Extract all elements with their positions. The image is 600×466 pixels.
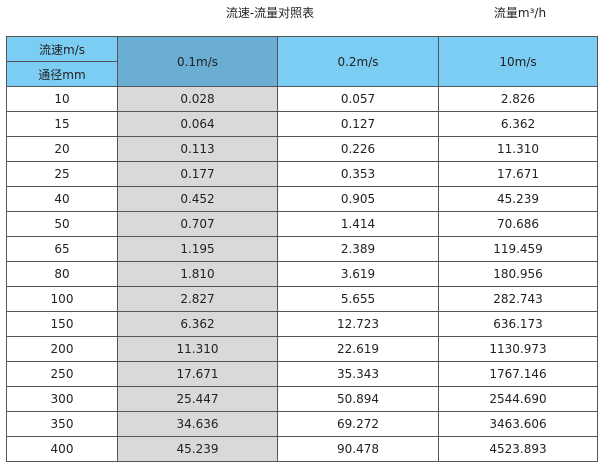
table-row: 300 25.447 50.894 2544.690 [6, 386, 598, 412]
flow-cell: 25.447 [117, 386, 278, 412]
diameter-cell: 15 [6, 111, 118, 137]
flow-cell: 35.343 [277, 361, 439, 387]
flow-cell: 1.414 [277, 211, 439, 237]
table-row: 65 1.195 2.389 119.459 [6, 236, 598, 262]
flow-cell: 0.028 [117, 86, 278, 112]
flow-cell: 90.478 [277, 436, 439, 462]
table-row: 200 11.310 22.619 1130.973 [6, 336, 598, 362]
table-title: 流速-流量对照表 [225, 6, 315, 20]
diameter-cell: 10 [6, 86, 118, 112]
flow-cell: 2.827 [117, 286, 278, 312]
header-row: 通径mm [6, 61, 598, 87]
flow-cell: 17.671 [117, 361, 278, 387]
diameter-cell: 100 [6, 286, 118, 312]
flow-cell: 0.353 [277, 161, 439, 187]
diameter-cell: 65 [6, 236, 118, 262]
flow-cell: 50.894 [277, 386, 439, 412]
table-row: 10 0.028 0.057 2.826 [6, 86, 598, 112]
table-row: 15 0.064 0.127 6.362 [6, 111, 598, 137]
flow-cell: 22.619 [277, 336, 439, 362]
table-row: 80 1.810 3.619 180.956 [6, 261, 598, 287]
flow-cell: 180.956 [438, 261, 598, 287]
header-row: 流速m/s 0.1m/s 0.2m/s 10m/s [6, 36, 598, 87]
flow-cell: 0.057 [277, 86, 439, 112]
unit-label: 流量m³/h [493, 6, 547, 20]
flow-cell: 0.113 [117, 136, 278, 162]
flow-table: 流速m/s 0.1m/s 0.2m/s 10m/s 通径mm 10 0.028 0.… [6, 36, 598, 462]
flow-cell: 636.173 [438, 311, 598, 337]
flow-cell: 0.127 [277, 111, 439, 137]
diameter-cell: 400 [6, 436, 118, 462]
flow-cell: 2.389 [277, 236, 439, 262]
column-header: 0.2m/s [277, 36, 439, 87]
table-row: 40 0.452 0.905 45.239 [6, 186, 598, 212]
flow-cell: 45.239 [117, 436, 278, 462]
flow-cell: 11.310 [117, 336, 278, 362]
diameter-cell: 40 [6, 186, 118, 212]
diameter-header: 通径mm [6, 61, 118, 87]
table-row: 50 0.707 1.414 70.686 [6, 211, 598, 237]
flow-cell: 70.686 [438, 211, 598, 237]
flow-cell: 17.671 [438, 161, 598, 187]
flow-cell: 1.195 [117, 236, 278, 262]
diameter-cell: 50 [6, 211, 118, 237]
flow-cell: 282.743 [438, 286, 598, 312]
flow-cell: 0.452 [117, 186, 278, 212]
flow-cell: 0.707 [117, 211, 278, 237]
flow-cell: 12.723 [277, 311, 439, 337]
flow-cell: 0.064 [117, 111, 278, 137]
flow-cell: 34.636 [117, 411, 278, 437]
flow-cell: 119.459 [438, 236, 598, 262]
flow-cell: 6.362 [117, 311, 278, 337]
table-row: 350 34.636 69.272 3463.606 [6, 411, 598, 437]
flow-cell: 0.905 [277, 186, 439, 212]
table-row: 150 6.362 12.723 636.173 [6, 311, 598, 337]
flow-cell: 69.272 [277, 411, 439, 437]
diameter-cell: 20 [6, 136, 118, 162]
table-row: 250 17.671 35.343 1767.146 [6, 361, 598, 387]
flow-cell: 3.619 [277, 261, 439, 287]
flow-cell: 45.239 [438, 186, 598, 212]
flow-cell: 6.362 [438, 111, 598, 137]
flow-cell: 11.310 [438, 136, 598, 162]
flow-cell: 5.655 [277, 286, 439, 312]
column-header: 10m/s [438, 36, 598, 87]
table-row: 20 0.113 0.226 11.310 [6, 136, 598, 162]
flow-cell: 1130.973 [438, 336, 598, 362]
diameter-cell: 200 [6, 336, 118, 362]
flow-cell: 1.810 [117, 261, 278, 287]
diameter-cell: 150 [6, 311, 118, 337]
diameter-cell: 250 [6, 361, 118, 387]
diameter-cell: 350 [6, 411, 118, 437]
flow-cell: 2.826 [438, 86, 598, 112]
velocity-header: 流速m/s [6, 36, 118, 62]
column-header: 0.1m/s [117, 36, 278, 87]
diameter-cell: 25 [6, 161, 118, 187]
flow-cell: 0.177 [117, 161, 278, 187]
flow-cell: 2544.690 [438, 386, 598, 412]
table-row: 25 0.177 0.353 17.671 [6, 161, 598, 187]
flow-cell: 4523.893 [438, 436, 598, 462]
table-row: 400 45.239 90.478 4523.893 [6, 436, 598, 462]
diameter-cell: 80 [6, 261, 118, 287]
flow-cell: 1767.146 [438, 361, 598, 387]
flow-cell: 3463.606 [438, 411, 598, 437]
flow-cell: 0.226 [277, 136, 439, 162]
table-row: 100 2.827 5.655 282.743 [6, 286, 598, 312]
diameter-cell: 300 [6, 386, 118, 412]
